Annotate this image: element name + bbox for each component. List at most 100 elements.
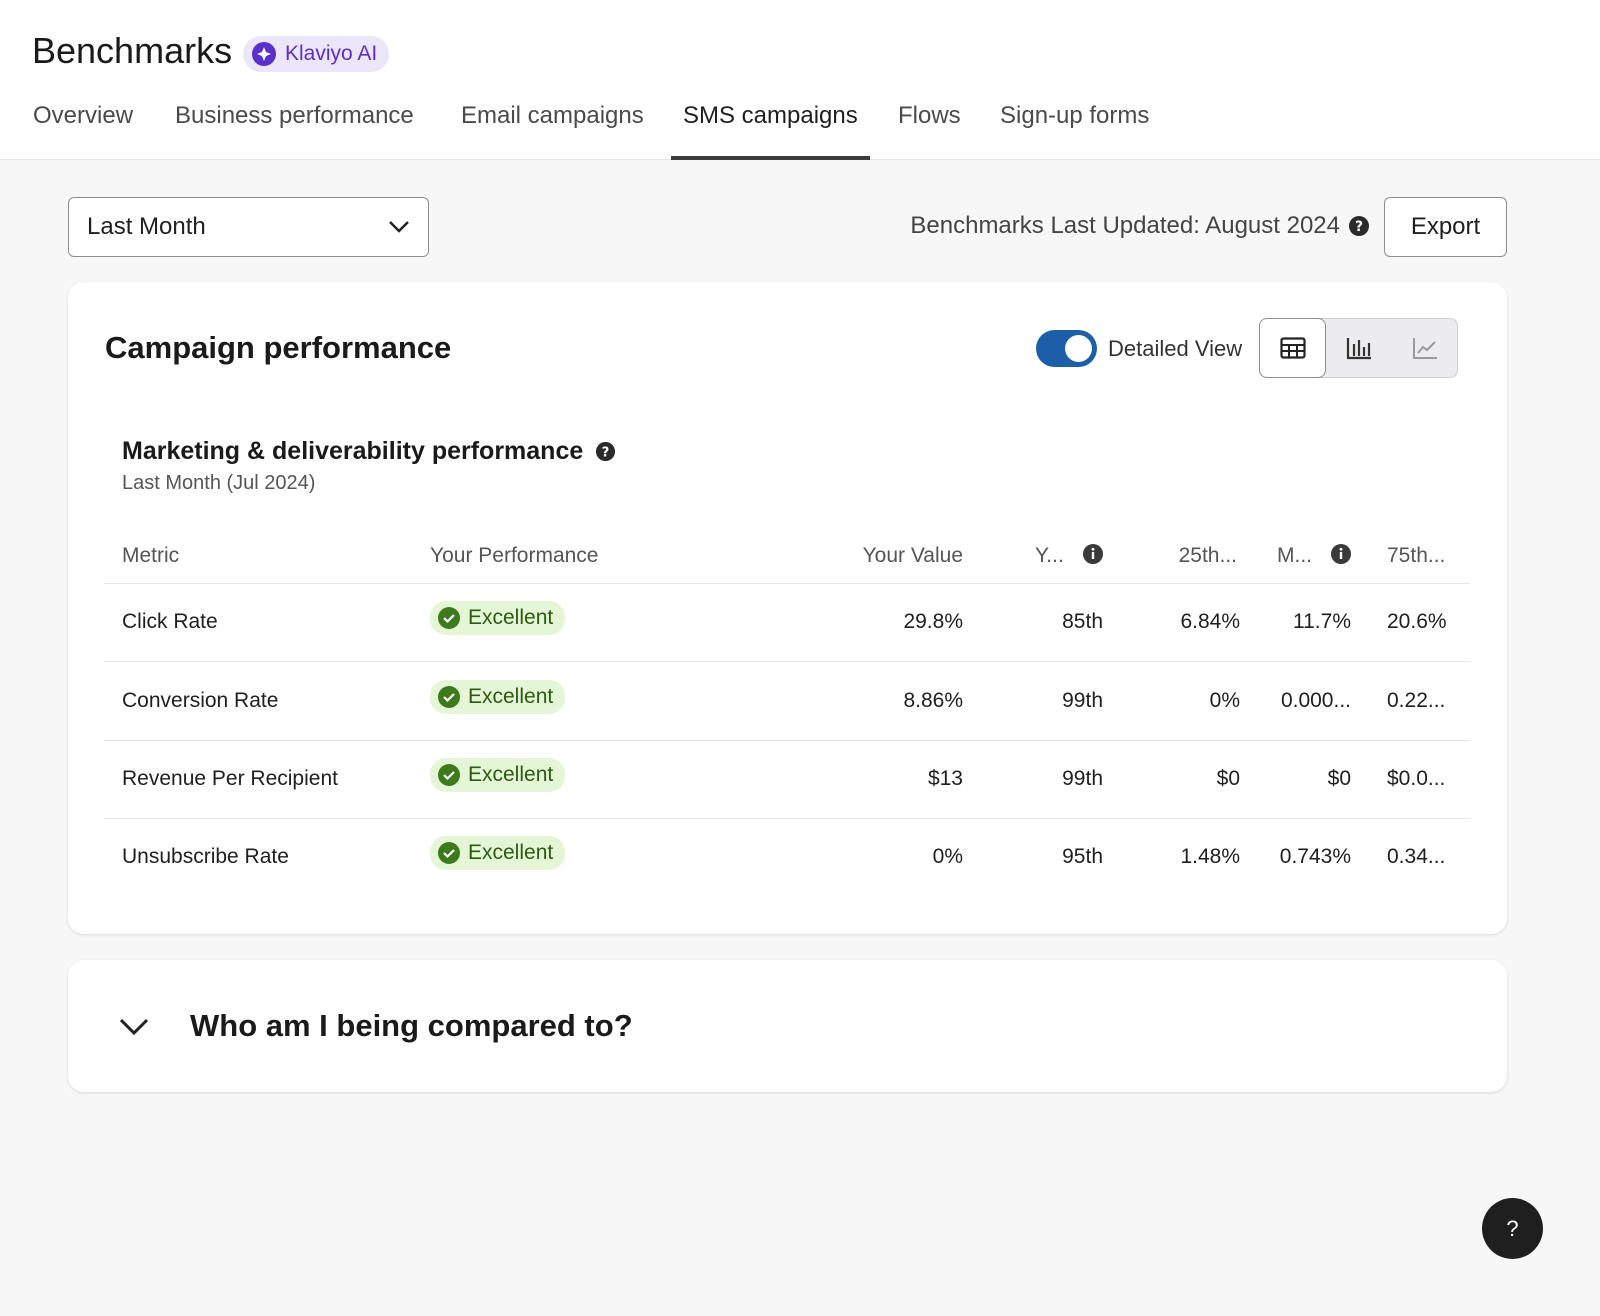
period-text: Last Month: [87, 213, 206, 240]
tab[interactable]: Email campaigns: [461, 102, 644, 129]
metric-value: 11.7%: [1293, 610, 1351, 633]
status-text: Excellent: [468, 841, 554, 864]
metric-value: 20.6%: [1387, 610, 1447, 633]
metric-name: Click Rate: [122, 610, 218, 633]
status-pill: Excellent: [430, 680, 566, 714]
ai-badge: Klaviyo AI: [243, 36, 390, 72]
bar-icon: [1346, 338, 1371, 360]
status-pill: Excellent: [430, 758, 566, 792]
info-icon[interactable]: [1082, 543, 1104, 565]
metric-value: $0: [1216, 767, 1240, 790]
metric-name: Unsubscribe Rate: [122, 845, 289, 868]
check-icon: [438, 842, 460, 864]
tab[interactable]: Flows: [898, 102, 961, 129]
metric-value: 99th: [1062, 767, 1103, 790]
comparison-card[interactable]: [68, 960, 1507, 1092]
toggle-label: Detailed View: [1108, 336, 1243, 361]
column-header-text: M...: [1277, 544, 1312, 567]
performance-cell: Excellent: [430, 758, 730, 794]
period-dropdown[interactable]: Last Month: [68, 197, 429, 257]
section-header: Marketing & deliverability performance ?: [122, 437, 616, 466]
section-subtitle: Last Month (Jul 2024): [122, 472, 316, 494]
badge-text: Klaviyo AI: [285, 42, 378, 65]
performance-cell: Excellent: [430, 601, 730, 637]
row-divider: [104, 661, 1470, 662]
info-icon[interactable]: [1330, 543, 1352, 565]
metric-value: 29.8%: [903, 610, 963, 633]
help-icon[interactable]: ?: [595, 441, 616, 462]
status-text: Excellent: [468, 606, 554, 629]
performance-cell: Excellent: [430, 836, 730, 872]
column-header-text: 25th...: [1178, 544, 1237, 567]
updated-info: Benchmarks Last Updated: August 2024 ?: [880, 212, 1370, 240]
metric-value: 0%: [1209, 689, 1240, 712]
column-header-text: Y...: [1035, 544, 1064, 567]
metric-value: 0%: [932, 845, 963, 868]
column-header: Your Performance: [430, 541, 598, 571]
row-divider: [104, 740, 1470, 741]
column-header-text: Your Value: [862, 544, 963, 567]
metric-name: Revenue Per Recipient: [122, 767, 338, 790]
metric-value: 99th: [1062, 689, 1103, 712]
column-header-text: 75th...: [1387, 544, 1446, 567]
metric-value: 0.000...: [1280, 689, 1351, 712]
export-button[interactable]: Export: [1384, 197, 1507, 257]
metric-value: 1.48%: [1180, 845, 1240, 868]
metric-value: $0: [1327, 767, 1351, 790]
tab[interactable]: Sign-up forms: [1000, 102, 1150, 129]
column-header: M...: [1277, 541, 1352, 571]
card-title: Campaign performance: [105, 330, 452, 365]
expand-chevron[interactable]: [118, 1012, 150, 1040]
metric-value: 6.84%: [1180, 610, 1240, 633]
metric-value: $13: [927, 767, 963, 790]
performance-cell: Excellent: [430, 680, 730, 716]
metric-value: 85th: [1062, 610, 1103, 633]
metric-value: $0.0...: [1387, 767, 1446, 790]
metric-value: 0.22...: [1387, 689, 1446, 712]
metric-value: 8.86%: [903, 689, 963, 712]
tab[interactable]: Overview: [33, 102, 134, 129]
view-switcher: [1259, 318, 1458, 378]
check-icon: [438, 764, 460, 786]
tab[interactable]: Business performance: [175, 102, 414, 129]
header-bar: [0, 0, 1600, 160]
svg-text:?: ?: [1355, 219, 1363, 235]
column-header-text: Your Performance: [430, 544, 599, 567]
detailed-toggle[interactable]: [1036, 330, 1097, 367]
metric-value: 0.743%: [1279, 845, 1351, 868]
table-icon: [1279, 337, 1306, 359]
chevron-icon: [389, 221, 409, 233]
section-title: Marketing & deliverability performance: [122, 437, 584, 465]
column-header: 75th...: [1387, 541, 1445, 571]
column-header-text: Metric: [122, 544, 180, 567]
updated-text: Benchmarks Last Updated: August 2024: [910, 212, 1340, 239]
performance-card: [68, 282, 1507, 934]
column-header: Y...: [1035, 541, 1104, 571]
comparison-title: Who am I being compared to?: [190, 1008, 633, 1043]
row-divider: [104, 818, 1470, 819]
line-view-button[interactable]: [1391, 318, 1458, 378]
metric-value: 95th: [1062, 845, 1103, 868]
column-header: 25th...: [1120, 541, 1237, 571]
check-icon: [438, 607, 460, 629]
check-icon: [438, 686, 460, 708]
row-divider: [104, 583, 1470, 584]
status-pill: Excellent: [430, 836, 566, 870]
bar-view-button[interactable]: [1325, 318, 1392, 378]
table-view-button[interactable]: [1259, 318, 1326, 378]
svg-text:?: ?: [602, 445, 610, 460]
line-icon: [1412, 338, 1437, 359]
metric-name: Conversion Rate: [122, 689, 279, 712]
status-text: Excellent: [468, 685, 554, 708]
help-icon[interactable]: ?: [1348, 215, 1370, 237]
status-text: Excellent: [468, 763, 554, 786]
column-header: Metric: [122, 541, 179, 571]
tab[interactable]: SMS campaigns: [671, 102, 870, 160]
status-pill: Excellent: [430, 601, 566, 635]
ai-icon: [252, 42, 276, 66]
help-button[interactable]: ?: [1482, 1198, 1543, 1259]
column-header: Your Value: [780, 541, 963, 571]
metric-value: 0.34...: [1387, 845, 1446, 868]
page-title: Benchmarks: [32, 30, 233, 71]
